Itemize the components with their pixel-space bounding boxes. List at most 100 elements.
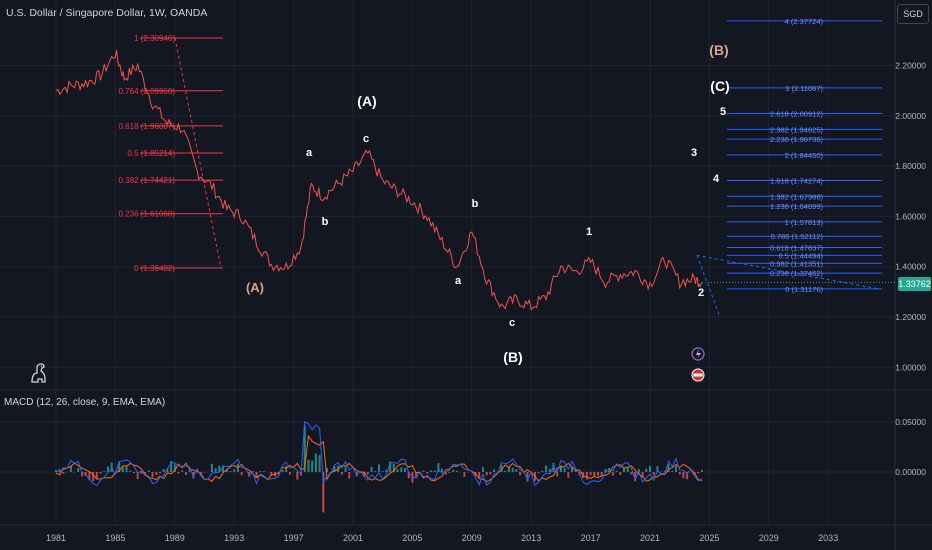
- fib-extension-tool[interactable]: 4 (2.37724) 3 (2.11087) 2.618 (2.00912) 2.3…: [696, 17, 882, 318]
- wave-label[interactable]: c: [363, 133, 369, 145]
- macd-histogram-bar: [452, 470, 455, 472]
- macd-histogram-bar: [222, 465, 225, 472]
- time-axis-label: 2025: [699, 533, 719, 543]
- fib-extension-label: 0.382 (1.41351): [770, 259, 823, 268]
- fib-extension-label: 1 (1.57813): [785, 218, 824, 227]
- macd-histogram-bar: [251, 471, 254, 472]
- macd-histogram-bar: [344, 467, 347, 472]
- macd-histogram-bar: [318, 455, 321, 472]
- wave-label[interactable]: 3: [691, 147, 697, 159]
- macd-histogram-bar: [626, 467, 629, 472]
- macd-histogram-bar: [151, 472, 154, 478]
- fib-retracement-label: 0.5 (1.85214): [127, 149, 175, 158]
- fib-extension-label: 0.618 (1.47637): [770, 243, 823, 252]
- lightning-event-icon[interactable]: [691, 347, 705, 361]
- wave-label[interactable]: a: [455, 275, 462, 287]
- macd-histogram-bar: [214, 468, 217, 472]
- wave-label[interactable]: 5: [720, 106, 726, 118]
- macd-histogram-bar: [170, 460, 173, 472]
- time-axis-label: 1989: [165, 533, 185, 543]
- macd-histogram-bar: [649, 465, 651, 472]
- axes: 2.20000 2.00000 1.80000 1.60000 1.40000 1.200…: [46, 61, 926, 544]
- macd-histogram-bar: [489, 472, 492, 475]
- tradingview-dino-icon[interactable]: [28, 362, 50, 384]
- macd-histogram-bar: [481, 467, 484, 472]
- fib-extension-label: 2 (1.84450): [785, 151, 824, 160]
- macd-histogram-bar: [99, 472, 102, 474]
- macd-histogram-bar: [485, 472, 488, 476]
- price-scale-label: 1.00000: [895, 362, 926, 372]
- macd-histogram-bar: [125, 465, 128, 472]
- macd-histogram-bar: [697, 472, 700, 474]
- wave-label[interactable]: 2: [698, 287, 704, 299]
- macd-histogram-bar: [674, 466, 677, 472]
- wave-label[interactable]: (C): [710, 78, 729, 94]
- macd-histogram-bar: [374, 471, 377, 472]
- macd-line: [55, 420, 703, 487]
- price-scale-label: 2.20000: [895, 61, 926, 71]
- fib-retracement-tool[interactable]: 1 (2.30946) 0.764 (2.09960) 0.618 (1.96007…: [119, 34, 224, 273]
- time-axis-label: 2017: [581, 533, 601, 543]
- macd-histogram-bar: [433, 470, 436, 472]
- time-axis-label: 2033: [818, 533, 838, 543]
- macd-histogram-bar: [385, 469, 388, 472]
- macd-histogram-bar: [396, 469, 399, 472]
- symbol-title[interactable]: U.S. Dollar / Singapore Dollar, 1W, OAND…: [6, 7, 208, 19]
- wave-label[interactable]: (B): [503, 349, 522, 365]
- time-axis-label: 1981: [46, 533, 66, 543]
- macd-signal-line: [55, 434, 703, 483]
- event-icons[interactable]: [691, 347, 705, 382]
- macd-histogram-bar: [132, 472, 135, 474]
- macd-histogram-bar: [630, 472, 633, 475]
- fib-extension-label: 2.236 (1.90736): [770, 135, 823, 144]
- wave-label[interactable]: 1: [586, 226, 592, 238]
- wave-label[interactable]: b: [472, 198, 479, 210]
- macd-histogram-bar: [240, 472, 243, 476]
- macd-histogram-bar: [519, 472, 522, 476]
- macd-histogram-bar: [637, 469, 640, 472]
- macd-histogram-bar: [559, 465, 562, 472]
- price-scale-label: 2.00000: [895, 111, 926, 121]
- macd-histogram-bar: [556, 472, 559, 477]
- macd-histogram-bar: [641, 472, 644, 478]
- macd-histogram-bar: [493, 469, 496, 472]
- macd-histogram-bar: [600, 472, 603, 477]
- wave-label[interactable]: 4: [713, 173, 720, 185]
- currency-button[interactable]: SGD: [897, 4, 929, 24]
- fib-extension-trendline: [696, 254, 881, 290]
- wave-label[interactable]: c: [509, 317, 515, 329]
- macd-histogram-bar: [210, 463, 213, 472]
- fib-retracement-label: 0 (1.39482): [134, 264, 175, 273]
- elliott-wave-labels[interactable]: (A) (A) a b c a b c (B) 1 2 3 4 5 (B) (C): [246, 42, 730, 365]
- fib-extension-trendline: [696, 255, 721, 318]
- fib-retracement-label: 1 (2.30946): [134, 34, 175, 43]
- fib-extension-label: 0 (1.31176): [785, 285, 823, 294]
- fib-retracement-label: 0.618 (1.96007): [119, 122, 176, 131]
- price-line: [55, 49, 703, 311]
- price-scale-label: 1.20000: [895, 312, 926, 322]
- macd-histogram-bar: [322, 472, 325, 513]
- macd-histogram-bar: [314, 453, 317, 472]
- wave-label[interactable]: (B): [709, 42, 728, 58]
- macd-histogram-bar: [645, 468, 648, 472]
- wave-label[interactable]: (A): [246, 280, 264, 295]
- macd-indicator-title[interactable]: MACD (12, 26, close, 9, EMA, EMA): [4, 397, 166, 408]
- wave-label[interactable]: b: [322, 216, 329, 228]
- wave-label[interactable]: a: [306, 147, 313, 159]
- price-scale-label: 1.60000: [895, 211, 926, 221]
- macd-histogram-bar: [136, 472, 139, 480]
- macd-histogram-bar: [381, 471, 384, 472]
- macd-histogram-bar: [422, 470, 425, 472]
- macd-histogram-bar: [656, 466, 659, 472]
- macd-histogram-bar: [444, 472, 447, 475]
- macd-histogram-bar: [541, 470, 544, 472]
- fib-extension-label: 0.5 (1.44494): [778, 251, 823, 260]
- macd-histogram-bar: [69, 465, 72, 472]
- macd-histogram-bar: [296, 472, 299, 480]
- us-flag-event-icon[interactable]: [691, 368, 705, 382]
- macd-histogram-bar: [92, 472, 95, 482]
- macd-histogram-bar: [333, 466, 336, 472]
- wave-label[interactable]: (A): [357, 93, 376, 109]
- macd-histogram-bar: [196, 469, 199, 472]
